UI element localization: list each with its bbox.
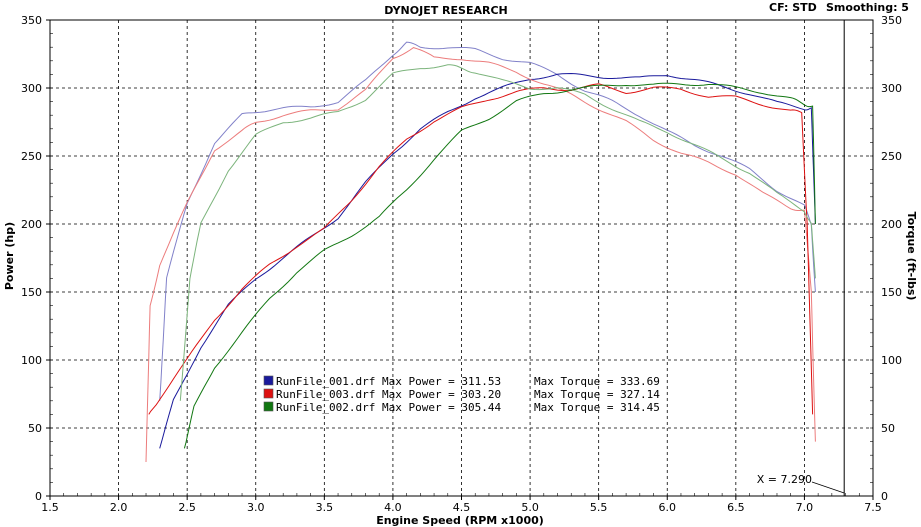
chart-legend: RunFile_001.drf Max Power = 311.53 Max To… (263, 375, 660, 414)
series-torque-runfile-002-drf (179, 64, 816, 401)
chart-grid (50, 20, 873, 496)
chart-title: DYNOJET RESEARCH (384, 4, 507, 17)
legend-max-torque-label: Max Torque = 314.45 (534, 401, 660, 414)
x-tick-label: 6.0 (659, 501, 677, 514)
y2-tick-label: 200 (881, 218, 902, 231)
y2-axis-label: Torque (ft-lbs) (905, 212, 918, 301)
x-tick-label: 3.5 (316, 501, 334, 514)
y-tick-label: 0 (35, 490, 42, 503)
chart-axes: 1.5 2.0 2.5 3.0 3.5 4.0 4.5 5.0 5.5 6.0 6.5 7.0 7.50… (21, 14, 902, 514)
x-tick-label: 4.5 (453, 501, 471, 514)
y-tick-label: 250 (21, 150, 42, 163)
y2-tick-label: 150 (881, 286, 902, 299)
legend-swatch (263, 388, 274, 399)
series-power-runfile-003-drf (148, 83, 814, 415)
x-axis-label: Engine Speed (RPM x1000) (376, 514, 544, 527)
legend-swatch (263, 375, 274, 386)
cursor-readout: X = 7.290 (757, 473, 812, 486)
cursor-pointer (811, 481, 845, 494)
y-tick-label: 100 (21, 354, 42, 367)
chart-cursor: X = 7.290 (757, 20, 845, 496)
x-tick-label: 7.0 (796, 501, 814, 514)
legend-swatch (263, 401, 274, 412)
y2-tick-label: 300 (881, 82, 902, 95)
legend-entry-label: RunFile_002.drf Max Power = 305.44 (276, 401, 502, 414)
x-tick-label: 3.0 (247, 501, 265, 514)
y2-tick-label: 0 (881, 490, 888, 503)
x-tick-label: 6.5 (727, 501, 745, 514)
y2-tick-label: 250 (881, 150, 902, 163)
series-power-runfile-001-drf (159, 72, 816, 449)
y-tick-label: 50 (28, 422, 42, 435)
legend-max-torque-label: Max Torque = 327.14 (534, 388, 660, 401)
chart-series-layer (145, 41, 816, 463)
x-tick-label: 2.5 (178, 501, 196, 514)
series-power-runfile-002-drf (183, 82, 816, 449)
correction-factor-label: CF: STD (769, 1, 817, 14)
x-tick-label: 1.5 (41, 501, 59, 514)
smoothing-label: Smoothing: 5 (826, 1, 909, 14)
y-tick-label: 150 (21, 286, 42, 299)
y-tick-label: 350 (21, 14, 42, 27)
y-tick-label: 300 (21, 82, 42, 95)
x-tick-label: 2.0 (110, 501, 128, 514)
x-tick-label: 5.0 (521, 501, 539, 514)
legend-entry-label: RunFile_001.drf Max Power = 311.53 (276, 375, 501, 388)
y-tick-label: 200 (21, 218, 42, 231)
x-tick-label: 7.5 (864, 501, 882, 514)
legend-entry-label: RunFile_003.drf Max Power = 303.20 (276, 388, 501, 401)
x-tick-label: 5.5 (590, 501, 608, 514)
y-axis-label: Power (hp) (3, 222, 16, 290)
y2-tick-label: 100 (881, 354, 902, 367)
x-tick-label: 4.0 (384, 501, 402, 514)
legend-max-torque-label: Max Torque = 333.69 (534, 375, 660, 388)
series-torque-runfile-003-drf (145, 47, 816, 463)
series-torque-runfile-001-drf (159, 41, 816, 401)
y2-tick-label: 50 (881, 422, 895, 435)
y2-tick-label: 350 (881, 14, 902, 27)
